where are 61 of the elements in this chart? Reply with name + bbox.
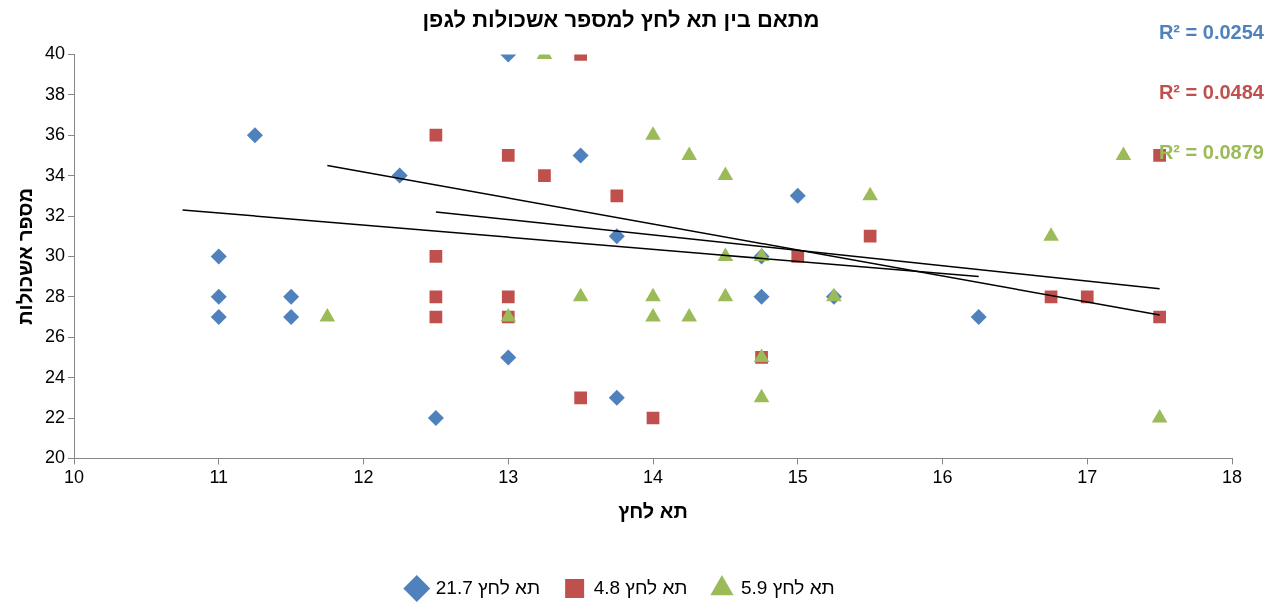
x-tick-label: 17 (1077, 467, 1098, 488)
point (753, 288, 770, 305)
y-tick-label: 30 (44, 245, 66, 266)
x-tick-label: 18 (1221, 467, 1243, 488)
point (572, 147, 589, 164)
point (1043, 227, 1059, 241)
point (1151, 409, 1168, 423)
x-tick-label: 13 (498, 467, 519, 488)
point (863, 229, 877, 243)
point (427, 410, 444, 426)
point (501, 290, 515, 304)
point (681, 308, 697, 322)
x-tick-label: 11 (209, 467, 229, 488)
point (501, 149, 515, 162)
y-tick-label: 20 (44, 447, 66, 468)
point (283, 288, 300, 305)
y-tick-label: 22 (44, 406, 66, 427)
point (319, 308, 336, 322)
y-axis-title: מספר אשכולות (13, 188, 36, 325)
y-tick-label: 36 (44, 124, 66, 145)
point (645, 308, 661, 322)
chart-title: מתאם בין תא לחץ למספר אשכולות לגפן (422, 7, 820, 33)
legend-label: תא לחץ 5.9 (740, 576, 835, 598)
point (717, 287, 734, 302)
y-tick-label: 38 (44, 83, 66, 104)
point (645, 287, 661, 302)
x-tick-label: 14 (643, 467, 664, 488)
y-tick-label: 28 (44, 285, 66, 306)
point (429, 290, 443, 304)
x-tick-label: 10 (64, 467, 85, 488)
legend-label: תא לחץ 21.7 (435, 576, 541, 598)
point (789, 187, 806, 204)
point (753, 388, 770, 403)
y-tick-label: 32 (44, 204, 66, 225)
legend-label: תא לחץ 4.8 (593, 576, 688, 598)
point (608, 228, 625, 245)
x-tick-label: 16 (932, 467, 953, 488)
y-tick-label: 24 (44, 366, 66, 387)
point (210, 288, 227, 305)
annotation: R² = 0.0879 (1158, 140, 1264, 163)
y-tick-label: 26 (44, 326, 66, 347)
annotation: R² = 0.0484 (1158, 80, 1265, 103)
point (210, 309, 227, 325)
x-tick-label: 15 (787, 467, 808, 488)
point (610, 189, 624, 203)
point (538, 169, 551, 182)
point (429, 250, 443, 263)
point (429, 128, 443, 142)
point (210, 248, 227, 265)
point (500, 349, 517, 366)
y-tick-label: 34 (44, 164, 66, 185)
x-axis-title: תא לחץ (618, 499, 688, 522)
x-tick-label: 12 (353, 467, 374, 488)
point (608, 389, 625, 406)
y-tick-label: 40 (44, 43, 66, 64)
point (572, 287, 589, 302)
point (246, 127, 263, 144)
text: R² = 0.0254 (1158, 20, 1265, 43)
point (574, 391, 587, 405)
point (970, 309, 987, 325)
point (283, 309, 300, 325)
